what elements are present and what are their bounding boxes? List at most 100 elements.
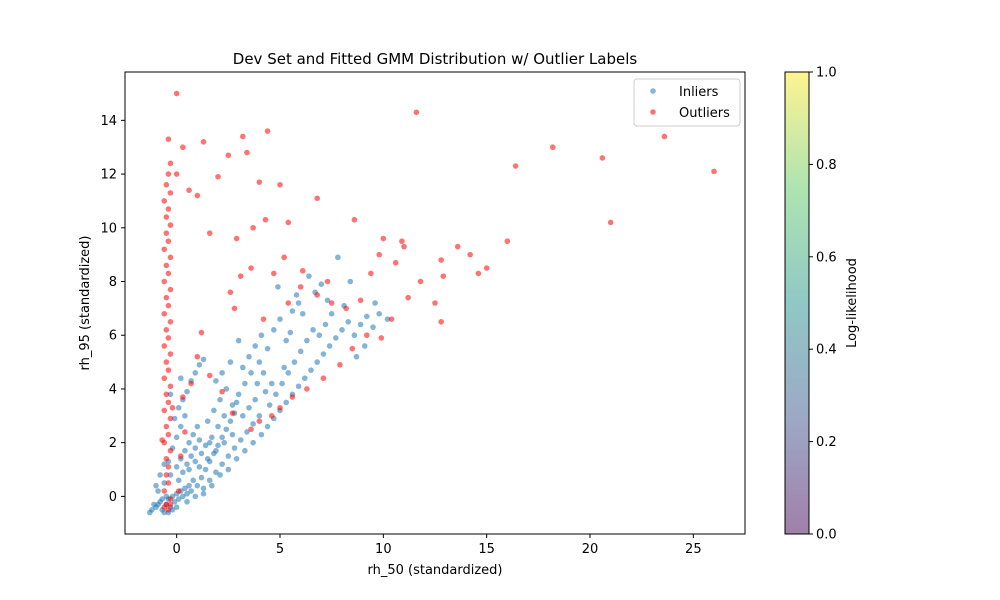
y-axis-label: rh_95 (standardized) xyxy=(78,235,93,370)
point-inliers-155 xyxy=(246,404,252,411)
point-outliers-95 xyxy=(289,394,296,400)
point-outliers-11 xyxy=(165,238,172,245)
y-tick-label: 8 xyxy=(109,275,117,290)
point-outliers-76 xyxy=(328,300,335,306)
point-outliers-77 xyxy=(343,305,349,312)
point-inliers-55 xyxy=(231,445,238,451)
point-inliers-98 xyxy=(316,332,323,339)
point-outliers-120 xyxy=(198,329,205,336)
point-inliers-19 xyxy=(190,477,196,484)
point-outliers-114 xyxy=(376,251,383,258)
point-outliers-29 xyxy=(167,383,174,390)
point-outliers-57 xyxy=(225,152,232,159)
point-inliers-107 xyxy=(283,337,290,344)
point-inliers-137 xyxy=(200,356,207,363)
point-outliers-103 xyxy=(483,265,490,271)
point-inliers-143 xyxy=(163,493,170,500)
point-inliers-168 xyxy=(221,439,227,446)
point-outliers-83 xyxy=(392,259,399,266)
point-outliers-100 xyxy=(454,243,461,250)
point-inliers-171 xyxy=(361,343,368,349)
point-inliers-60 xyxy=(204,418,211,424)
point-inliers-48 xyxy=(227,418,234,424)
legend-label-outliers: Outliers xyxy=(679,106,730,121)
point-outliers-32 xyxy=(161,407,168,414)
point-inliers-96 xyxy=(304,337,310,344)
point-inliers-104 xyxy=(264,345,271,352)
point-inliers-17 xyxy=(186,482,192,489)
point-inliers-165 xyxy=(196,464,203,470)
point-outliers-60 xyxy=(264,128,271,134)
point-outliers-117 xyxy=(297,284,304,290)
point-inliers-125 xyxy=(275,284,281,290)
x-tick-label: 10 xyxy=(375,542,392,557)
point-inliers-109 xyxy=(295,300,302,306)
point-inliers-37 xyxy=(188,453,194,459)
point-inliers-34 xyxy=(175,477,182,484)
point-inliers-26 xyxy=(186,439,192,446)
point-inliers-173 xyxy=(384,316,391,322)
x-axis-label: rh_50 (standardized) xyxy=(367,563,502,578)
point-inliers-126 xyxy=(235,337,242,344)
point-outliers-93 xyxy=(320,375,327,382)
point-inliers-163 xyxy=(202,442,209,449)
point-outliers-30 xyxy=(163,391,170,398)
point-outliers-10 xyxy=(163,230,170,236)
point-outliers-107 xyxy=(599,155,606,161)
legend-marker-inliers xyxy=(650,88,656,94)
point-outliers-35 xyxy=(165,431,172,438)
point-outliers-7 xyxy=(165,206,172,212)
point-outliers-59 xyxy=(244,149,250,156)
point-outliers-68 xyxy=(237,273,244,279)
point-inliers-63 xyxy=(223,386,230,392)
point-inliers-164 xyxy=(209,434,215,441)
colorbar-gradient xyxy=(784,71,810,535)
point-inliers-85 xyxy=(295,383,302,390)
point-inliers-176 xyxy=(324,297,331,304)
point-inliers-169 xyxy=(229,431,236,438)
point-outliers-48 xyxy=(159,437,165,443)
point-outliers-72 xyxy=(271,270,277,277)
point-outliers-62 xyxy=(256,179,263,185)
point-outliers-65 xyxy=(262,216,269,223)
point-inliers-27 xyxy=(190,431,196,438)
point-outliers-118 xyxy=(285,300,292,306)
point-outliers-99 xyxy=(248,426,254,433)
point-outliers-2 xyxy=(167,160,174,167)
point-outliers-98 xyxy=(256,418,263,424)
point-outliers-27 xyxy=(165,367,172,373)
point-inliers-139 xyxy=(167,391,174,398)
point-inliers-92 xyxy=(279,380,285,387)
colorbar-label: Log-likelihood xyxy=(845,258,860,348)
point-outliers-19 xyxy=(165,302,172,309)
point-inliers-118 xyxy=(328,310,335,317)
point-inliers-41 xyxy=(198,474,205,481)
point-inliers-112 xyxy=(339,327,345,333)
point-outliers-39 xyxy=(165,464,172,470)
point-inliers-141 xyxy=(157,472,163,478)
point-inliers-94 xyxy=(291,359,298,365)
point-outliers-126 xyxy=(175,488,182,494)
point-inliers-149 xyxy=(173,504,180,510)
point-outliers-122 xyxy=(188,380,194,387)
colorbar-ticks: 0.0 0.2 0.4 0.6 0.8 1.0 xyxy=(809,66,837,543)
point-outliers-67 xyxy=(233,235,240,242)
point-outliers-88 xyxy=(388,316,395,322)
point-outliers-33 xyxy=(167,415,174,422)
point-inliers-32 xyxy=(178,423,184,430)
point-inliers-157 xyxy=(262,388,269,395)
point-inliers-33 xyxy=(182,413,188,419)
point-outliers-69 xyxy=(227,289,234,296)
point-inliers-69 xyxy=(260,370,267,376)
colorbar-tick-label: 0.0 xyxy=(816,528,837,543)
point-outliers-112 xyxy=(440,273,447,279)
point-inliers-151 xyxy=(215,423,221,430)
point-outliers-3 xyxy=(165,171,172,177)
x-tick-label: 0 xyxy=(173,542,181,557)
point-outliers-92 xyxy=(337,361,343,368)
point-outliers-66 xyxy=(250,224,256,231)
point-inliers-172 xyxy=(353,353,360,360)
y-tick-label: 0 xyxy=(109,490,117,505)
point-outliers-119 xyxy=(260,316,267,322)
point-outliers-4 xyxy=(163,182,170,188)
